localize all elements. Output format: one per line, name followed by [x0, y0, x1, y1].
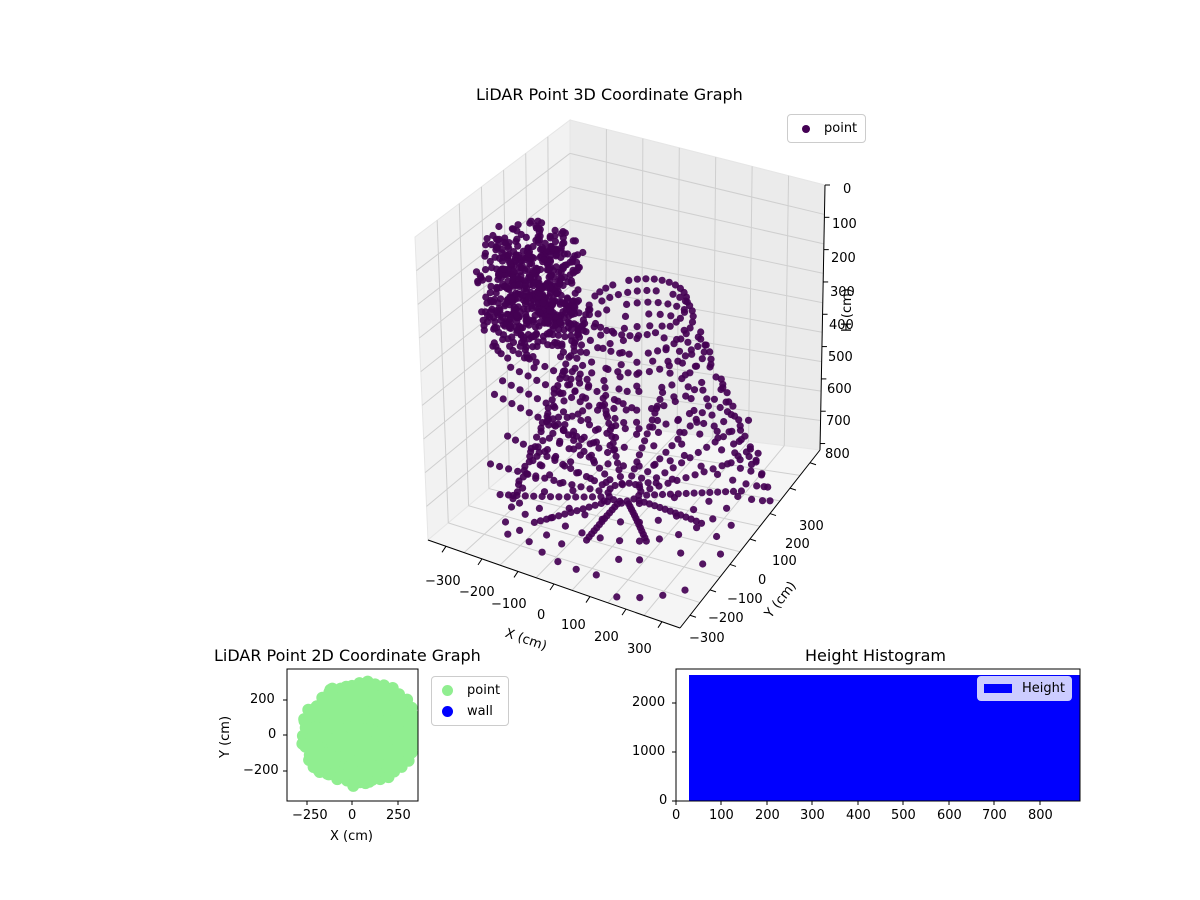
x-tick: 500	[891, 808, 916, 823]
x-tick: 200	[594, 630, 619, 645]
x-tick: 0	[672, 808, 681, 823]
x-tick: −250	[292, 808, 328, 823]
legend-label: point	[824, 121, 858, 136]
chart-3d-title: LiDAR Point 3D Coordinate Graph	[476, 85, 743, 104]
x-tick: −300	[425, 574, 461, 589]
y-tick: 200	[785, 537, 810, 552]
x-tick: 800	[1028, 808, 1053, 823]
legend-marker-icon	[802, 124, 810, 133]
z-tick: 100	[832, 217, 857, 232]
legend-marker-icon	[442, 706, 453, 717]
legend-patch-icon	[984, 684, 1012, 693]
z-tick: 700	[826, 414, 851, 429]
legend-item-point: point	[436, 680, 500, 701]
y-tick: 2000	[632, 695, 666, 710]
y-tick: −200	[708, 611, 744, 626]
x-tick: −200	[459, 585, 495, 600]
y-tick: 100	[772, 554, 797, 569]
x-axis-label: X (cm)	[330, 829, 373, 844]
y-tick: 200	[250, 692, 275, 707]
chart-2d-legend: point wall	[431, 676, 510, 726]
y-tick: 1000	[632, 744, 666, 759]
y-tick: −100	[727, 592, 763, 607]
legend-item-height: Height	[984, 678, 1065, 699]
x-tick: 300	[627, 642, 652, 657]
legend-marker-icon	[442, 685, 453, 696]
x-tick: −100	[491, 597, 527, 612]
x-tick: 300	[800, 808, 825, 823]
x-tick: 400	[846, 808, 871, 823]
y-tick: 300	[799, 519, 824, 534]
legend-label: Height	[1022, 681, 1065, 696]
x-tick: 0	[537, 608, 546, 623]
z-tick: 0	[843, 182, 852, 197]
legend-item-point: point	[796, 118, 857, 139]
x-tick: 700	[982, 808, 1007, 823]
x-tick: 600	[937, 808, 962, 823]
y-tick: 0	[659, 793, 668, 808]
z-tick: 600	[827, 382, 852, 397]
histogram-title: Height Histogram	[805, 646, 946, 665]
x-tick: 100	[709, 808, 734, 823]
y-tick: 0	[268, 727, 277, 742]
legend-item-wall: wall	[436, 701, 500, 722]
histogram-legend: Height	[977, 676, 1072, 701]
z-axis-line	[819, 184, 826, 451]
x-tick: 200	[755, 808, 780, 823]
chart-3d-legend: point	[787, 114, 867, 143]
legend-label: wall	[467, 704, 493, 719]
x-tick: 100	[561, 618, 586, 633]
z-tick: 500	[828, 350, 853, 365]
z-tick: 400	[829, 318, 854, 333]
y-tick: 0	[758, 573, 767, 588]
y-tick: −200	[243, 763, 279, 778]
x-tick: 250	[386, 808, 411, 823]
y-tick: −300	[689, 631, 725, 646]
z-tick: 800	[825, 447, 850, 462]
chart-2d-title: LiDAR Point 2D Coordinate Graph	[214, 646, 481, 665]
legend-label: point	[467, 683, 501, 698]
x-tick: 0	[348, 808, 357, 823]
z-tick: 200	[831, 251, 856, 266]
z-tick: 300	[830, 285, 855, 300]
